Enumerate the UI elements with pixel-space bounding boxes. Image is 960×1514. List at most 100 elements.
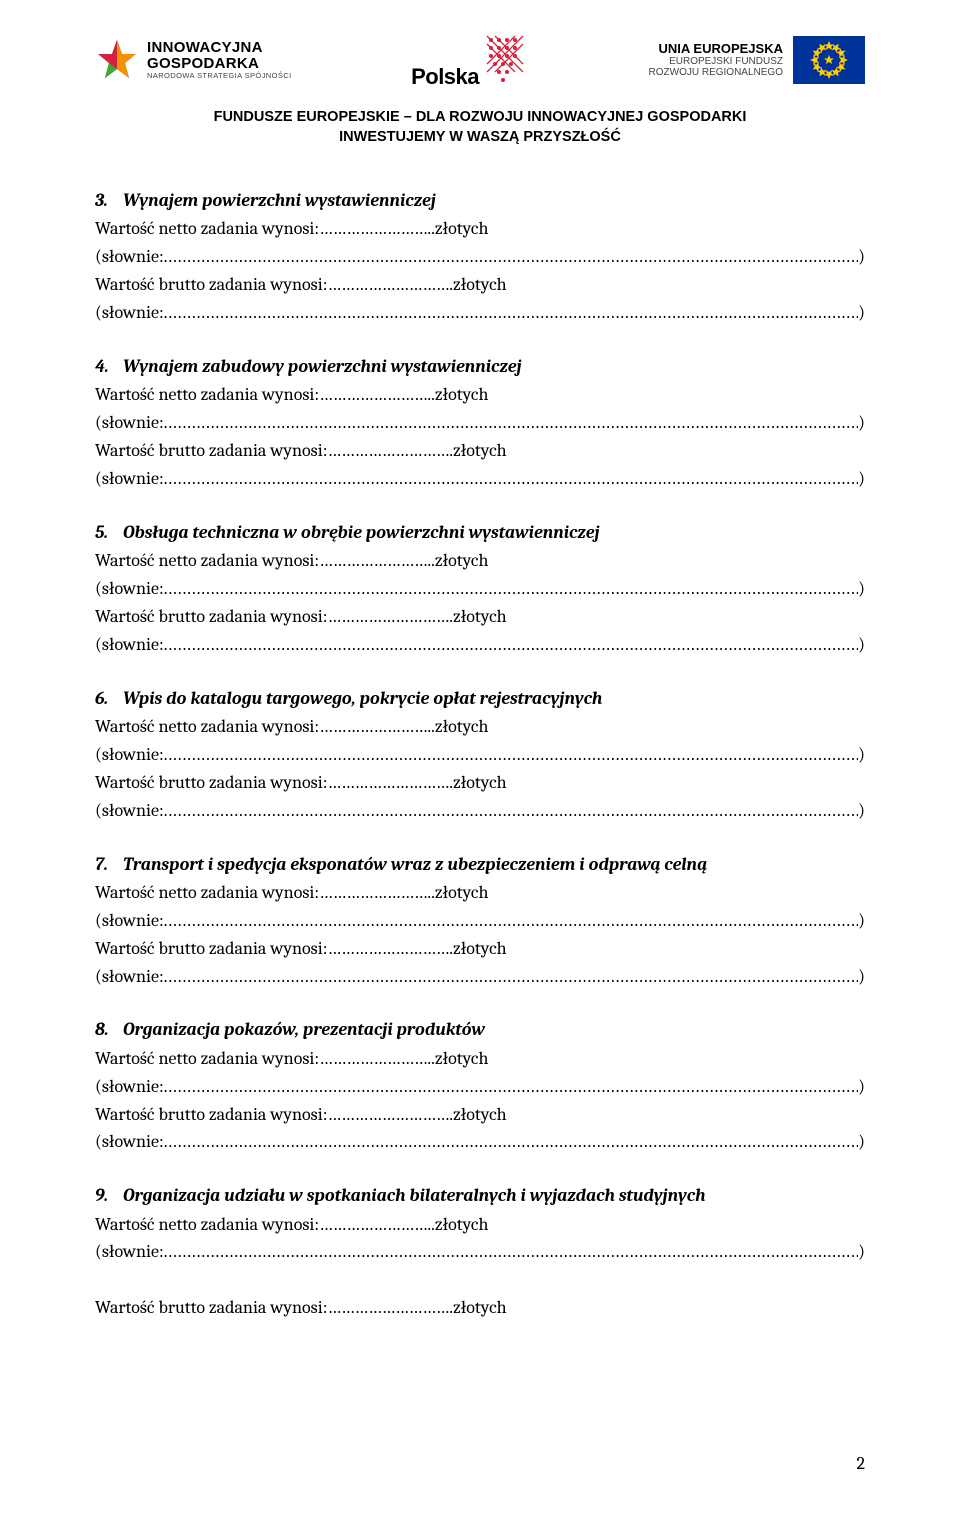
eu-flag-icon (793, 36, 865, 84)
brutto-slownie-line: (słownie:) (95, 465, 865, 493)
netto-slownie-line: (słownie:) (95, 1073, 865, 1101)
slownie-dots (164, 465, 858, 493)
netto-dots: …………………….. (319, 1045, 435, 1073)
slownie-close: ) (858, 299, 865, 327)
slownie-dots (164, 299, 858, 327)
slownie-dots (164, 963, 858, 991)
netto-slownie-line: (słownie:) (95, 741, 865, 769)
netto-dots: …………………….. (319, 1211, 435, 1239)
slownie-dots (164, 243, 858, 271)
netto-value-line: Wartość netto zadania wynosi: ……………………..… (95, 713, 865, 741)
netto-prefix: Wartość netto zadania wynosi: (95, 879, 319, 907)
slownie-close: ) (858, 907, 865, 935)
netto-value-line: Wartość netto zadania wynosi: ……………………..… (95, 547, 865, 575)
netto-slownie-line: (słownie:) (95, 575, 865, 603)
netto-prefix: Wartość netto zadania wynosi: (95, 215, 319, 243)
zlotych-label: złotych (453, 603, 507, 631)
section: 6.Wpis do katalogu targowego, pokrycie o… (95, 687, 865, 825)
section-title: 9.Organizacja udziału w spotkaniach bila… (95, 1184, 865, 1208)
logo-unia-europejska: UNIA EUROPEJSKA EUROPEJSKI FUNDUSZ ROZWO… (649, 36, 865, 84)
section-title-text: Transport i spedycja eksponatów wraz z u… (123, 853, 865, 877)
logo-right-line3: ROZWOJU REGIONALNEGO (649, 67, 783, 78)
slownie-open: (słownie: (95, 1128, 164, 1156)
brutto-slownie-line: (słownie:) (95, 797, 865, 825)
logo-right-line2: EUROPEJSKI FUNDUSZ (649, 56, 783, 67)
page: INNOWACYJNA GOSPODARKA NARODOWA STRATEGI… (0, 0, 960, 1514)
brutto-prefix: Wartość brutto zadania wynosi: (95, 271, 327, 299)
slownie-close: ) (858, 465, 865, 493)
logo-right-line1: UNIA EUROPEJSKA (649, 42, 783, 56)
netto-dots: …………………….. (319, 713, 435, 741)
section: 9.Organizacja udziału w spotkaniach bila… (95, 1184, 865, 1322)
netto-prefix: Wartość netto zadania wynosi: (95, 381, 319, 409)
slownie-open: (słownie: (95, 741, 164, 769)
section-title-text: Wynajem zabudowy powierzchni wystawienni… (123, 355, 865, 379)
netto-value-line: Wartość netto zadania wynosi: ……………………..… (95, 879, 865, 907)
slownie-open: (słownie: (95, 907, 164, 935)
brutto-prefix: Wartość brutto zadania wynosi: (95, 1294, 327, 1322)
blank-gap (95, 1266, 865, 1294)
zlotych-label: złotych (435, 879, 489, 907)
section-title: 3.Wynajem powierzchni wystawienniczej (95, 189, 865, 213)
section-title-text: Wynajem powierzchni wystawienniczej (123, 189, 865, 213)
slownie-dots (164, 907, 858, 935)
brutto-value-line: Wartość brutto zadania wynosi: ………………………… (95, 437, 865, 465)
slownie-open: (słownie: (95, 575, 164, 603)
section-number: 7. (95, 853, 123, 877)
slownie-close: ) (858, 575, 865, 603)
slownie-close: ) (858, 1128, 865, 1156)
slownie-close: ) (858, 1238, 865, 1266)
netto-prefix: Wartość netto zadania wynosi: (95, 547, 319, 575)
zlotych-label: złotych (453, 769, 507, 797)
netto-slownie-line: (słownie:) (95, 907, 865, 935)
zlotych-label: złotych (435, 1045, 489, 1073)
slownie-close: ) (858, 631, 865, 659)
section-title-text: Organizacja pokazów, prezentacji produkt… (123, 1018, 865, 1042)
slownie-open: (słownie: (95, 963, 164, 991)
section-number: 5. (95, 521, 123, 545)
netto-slownie-line: (słownie:) (95, 243, 865, 271)
slownie-close: ) (858, 243, 865, 271)
brutto-dots: ………………………. (327, 935, 453, 963)
ig-star-icon (95, 38, 139, 82)
section-number: 6. (95, 687, 123, 711)
logo-polska: Polska (411, 30, 529, 90)
slownie-dots (164, 1238, 858, 1266)
slownie-open: (słownie: (95, 243, 164, 271)
netto-dots: …………………….. (319, 879, 435, 907)
slownie-open: (słownie: (95, 299, 164, 327)
section-title: 4.Wynajem zabudowy powierzchni wystawien… (95, 355, 865, 379)
netto-dots: …………………….. (319, 381, 435, 409)
slownie-dots (164, 797, 858, 825)
section-title: 8.Organizacja pokazów, prezentacji produ… (95, 1018, 865, 1042)
section-number: 9. (95, 1184, 123, 1208)
section-number: 4. (95, 355, 123, 379)
section: 5.Obsługa techniczna w obrębie powierzch… (95, 521, 865, 659)
brutto-dots: ………………………. (327, 1294, 453, 1322)
slownie-open: (słownie: (95, 797, 164, 825)
section: 8.Organizacja pokazów, prezentacji produ… (95, 1018, 865, 1156)
slownie-close: ) (858, 797, 865, 825)
brutto-slownie-line: (słownie:) (95, 299, 865, 327)
zlotych-label: złotych (453, 271, 507, 299)
slownie-close: ) (858, 963, 865, 991)
slownie-dots (164, 409, 858, 437)
brutto-slownie-line: (słownie:) (95, 963, 865, 991)
logo-left-line2: GOSPODARKA (147, 56, 292, 72)
section-title: 5.Obsługa techniczna w obrębie powierzch… (95, 521, 865, 545)
section-title-text: Organizacja udziału w spotkaniach bilate… (123, 1184, 865, 1208)
section: 7.Transport i spedycja eksponatów wraz z… (95, 853, 865, 991)
header-title: FUNDUSZE EUROPEJSKIE – DLA ROZWOJU INNOW… (95, 108, 865, 147)
zlotych-label: złotych (435, 547, 489, 575)
slownie-open: (słownie: (95, 465, 164, 493)
brutto-value-line: Wartość brutto zadania wynosi: ………………………… (95, 603, 865, 631)
slownie-close: ) (858, 409, 865, 437)
zlotych-label: złotych (453, 1101, 507, 1129)
brutto-prefix: Wartość brutto zadania wynosi: (95, 935, 327, 963)
slownie-open: (słownie: (95, 1073, 164, 1101)
section: 3.Wynajem powierzchni wystawienniczejWar… (95, 189, 865, 327)
netto-prefix: Wartość netto zadania wynosi: (95, 713, 319, 741)
slownie-dots (164, 741, 858, 769)
page-number: 2 (857, 1453, 866, 1474)
zlotych-label: złotych (435, 1211, 489, 1239)
